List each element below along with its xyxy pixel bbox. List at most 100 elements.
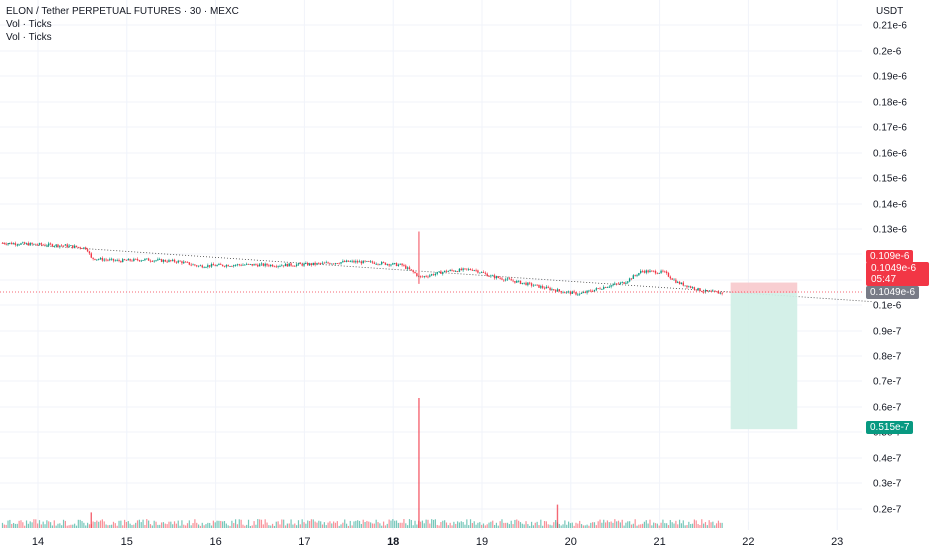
candle-body [697, 288, 699, 291]
candle [68, 244, 70, 248]
volume-bar [704, 522, 707, 528]
candle [214, 264, 216, 267]
volume-bar [279, 524, 281, 528]
candle-body [462, 268, 464, 271]
symbol-title[interactable]: ELON / Tether PERPETUAL FUTURES · 30 · M… [6, 6, 239, 17]
candle-body [388, 264, 390, 266]
candle-body [325, 262, 327, 264]
volume-bar [449, 522, 451, 528]
candle-body [362, 260, 364, 264]
volume-bar [473, 521, 475, 528]
volume-bar [1, 522, 4, 528]
candle-body [438, 271, 440, 273]
candle-body [554, 290, 557, 292]
volume-indicator-label-2[interactable]: Vol · Ticks [6, 32, 52, 43]
volume-bar [503, 522, 505, 528]
volume-bar [634, 519, 636, 528]
candle [382, 261, 385, 264]
candle-body [75, 245, 78, 247]
volume-bar [283, 519, 285, 528]
volume-bar [579, 520, 581, 528]
short-position-tool[interactable] [730, 282, 798, 430]
candle-body [208, 265, 211, 267]
candle-body [116, 260, 118, 261]
candle [305, 261, 307, 265]
volume-bar [466, 519, 468, 528]
candle-body [588, 290, 590, 292]
trendline[interactable] [2, 242, 873, 303]
volume-bar [323, 522, 325, 528]
candle [560, 290, 562, 294]
candle-body [290, 263, 292, 266]
candle [543, 286, 546, 290]
volume-bar [629, 521, 631, 528]
candle-body [120, 260, 122, 263]
candle [464, 268, 466, 270]
candle [458, 268, 461, 273]
candle [197, 265, 200, 268]
volume-bar [216, 520, 218, 528]
candle-body [99, 257, 102, 260]
candle [475, 268, 477, 273]
volume-bar [49, 522, 52, 528]
candle-body [469, 269, 472, 270]
volume-bar [64, 520, 66, 528]
volume-bar [425, 519, 427, 528]
volume-indicator-label[interactable]: Vol · Ticks [6, 19, 52, 30]
volume-bar [138, 519, 140, 528]
candle-body [634, 275, 636, 277]
volume-bar [410, 519, 412, 528]
volume-bar [5, 524, 7, 528]
candle [31, 242, 33, 246]
volume-bar [701, 519, 703, 528]
volume-bar [220, 520, 222, 528]
candle-body [210, 264, 213, 267]
candle-body [569, 291, 572, 294]
volume-bar [181, 520, 183, 528]
volume-bar [99, 520, 102, 528]
volume-bar [177, 520, 179, 528]
price-tick-label: 0.4e-7 [873, 454, 902, 465]
volume-bar [170, 521, 172, 528]
candle [590, 289, 592, 293]
candle [329, 262, 331, 265]
candle-body [482, 272, 485, 273]
price-tick-label: 0.15e-6 [873, 174, 907, 185]
candle [201, 264, 203, 269]
candle [27, 241, 30, 246]
candle [617, 281, 620, 285]
volume-bar [547, 524, 549, 528]
candle-body [194, 264, 196, 266]
candle-body [51, 244, 54, 247]
candle [638, 272, 640, 276]
volume-bar [12, 522, 15, 528]
volume-bar [468, 525, 470, 528]
volume-bar [344, 519, 346, 528]
candle [449, 269, 451, 272]
price-tick-label: 0.21e-6 [873, 21, 907, 32]
stop-loss-zone [730, 282, 798, 294]
candle-body [356, 261, 359, 263]
time-tick-label: 23 [831, 536, 843, 548]
candle-body [35, 243, 37, 245]
candle [12, 242, 15, 245]
volume-bar [251, 525, 253, 528]
volume-bar [240, 519, 242, 528]
volume-bar [573, 525, 575, 528]
volume-bar [83, 522, 85, 528]
time-axis[interactable]: 14 15 16 17 18 19 20 21 22 23 [32, 536, 843, 548]
currency-label[interactable]: USDT [876, 6, 904, 17]
volume-bar [527, 524, 529, 528]
price-tick-label: 0.3e-7 [873, 479, 902, 490]
candle-body [284, 263, 287, 267]
candle-body [473, 270, 475, 271]
candle-body [573, 291, 575, 293]
candle [236, 263, 239, 267]
volume-bar [427, 519, 429, 528]
candle-body [122, 259, 124, 263]
candle [97, 258, 100, 261]
candle [654, 269, 657, 275]
candle [445, 269, 448, 273]
candle-body [88, 251, 91, 254]
